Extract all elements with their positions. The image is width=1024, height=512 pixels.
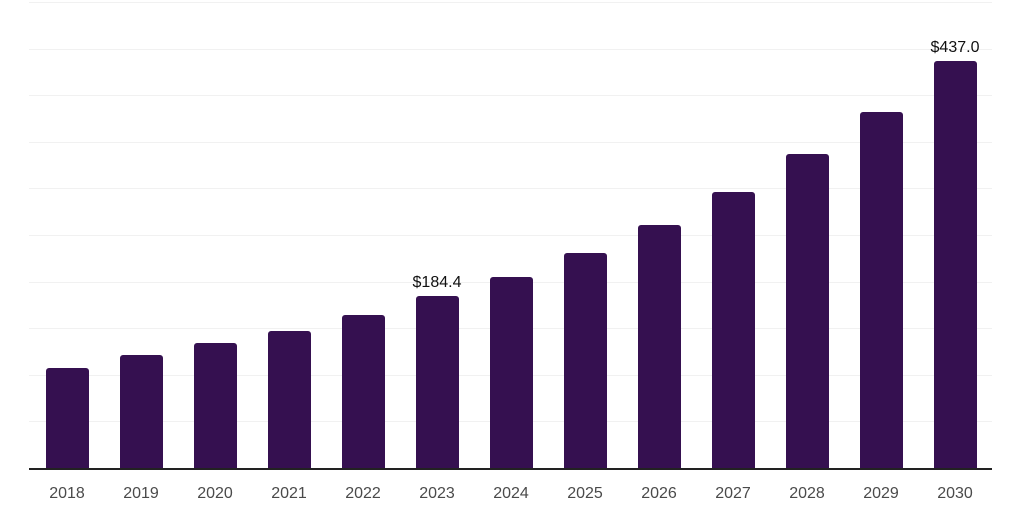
value-label-2023: $184.4 (412, 274, 462, 292)
x-tick-2025: 2025 (567, 485, 603, 502)
x-tick-2020: 2020 (197, 485, 233, 502)
gridline (29, 141, 992, 143)
bar-2021[interactable] (267, 330, 311, 468)
bar-2024[interactable] (489, 277, 533, 468)
gridline (29, 235, 992, 236)
x-tick-2018: 2018 (49, 485, 85, 502)
bar-2025[interactable] (563, 253, 607, 468)
x-tick-2027: 2027 (715, 485, 751, 502)
x-tick-2023: 2023 (419, 485, 455, 502)
x-tick-2030: 2030 (937, 485, 973, 502)
bar-2028[interactable] (785, 154, 829, 468)
value-label-2030: $437.0 (930, 38, 980, 56)
x-tick-2028: 2028 (789, 485, 825, 502)
bar-2018[interactable] (45, 367, 89, 468)
x-tick-2022: 2022 (345, 485, 381, 502)
x-tick-2019: 2019 (123, 485, 159, 502)
bar-2026[interactable] (637, 225, 681, 468)
gridline (29, 48, 992, 50)
bar-2029[interactable] (859, 111, 903, 468)
bar-2023[interactable] (415, 296, 459, 468)
gridline (29, 95, 992, 97)
bar-2020[interactable] (193, 343, 237, 468)
x-tick-2021: 2021 (271, 485, 307, 502)
x-tick-2024: 2024 (493, 485, 529, 502)
bar-2022[interactable] (341, 315, 385, 468)
bar-2027[interactable] (711, 192, 755, 468)
bar-2019[interactable] (119, 354, 163, 468)
gridline (29, 188, 992, 190)
x-tick-2029: 2029 (863, 485, 899, 502)
x-axis-line (29, 468, 992, 470)
x-tick-2026: 2026 (641, 485, 677, 502)
gridline (29, 2, 992, 3)
bar-2030[interactable] (933, 60, 977, 468)
